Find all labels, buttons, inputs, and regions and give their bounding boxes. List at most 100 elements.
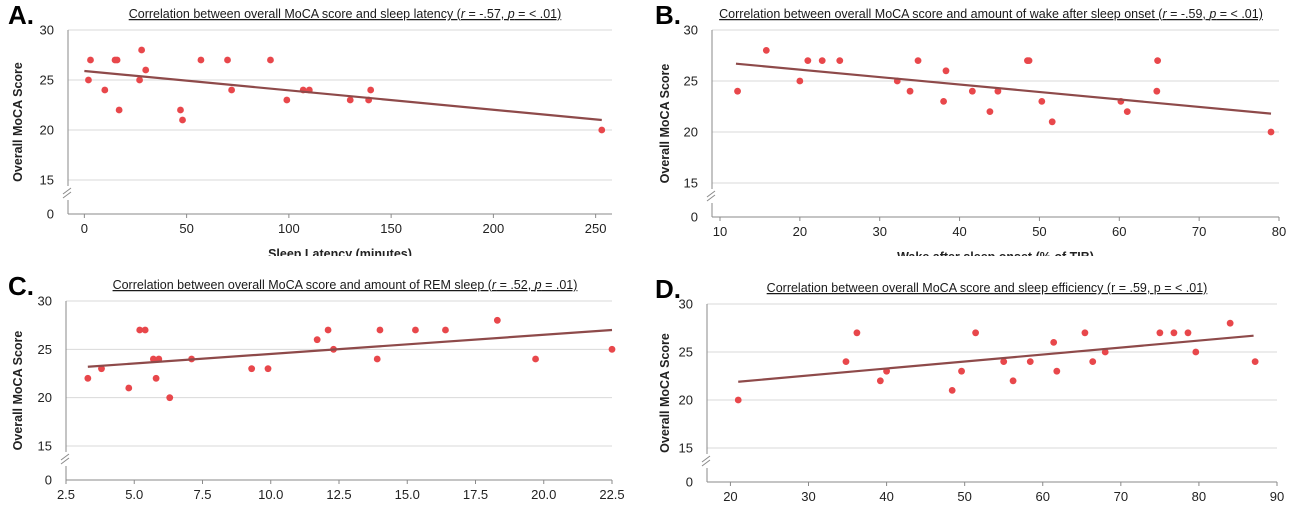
x-tick-label: 40 (952, 224, 966, 239)
x-tick-label: 60 (1036, 489, 1050, 504)
data-point (942, 67, 950, 75)
data-point (1154, 57, 1162, 64)
y-tick-label: 20 (679, 393, 693, 408)
y-tick-label: 30 (679, 297, 693, 312)
data-point (376, 326, 384, 334)
panel-c: C. Correlation between overall MoCA score… (0, 256, 647, 512)
data-point (141, 326, 149, 334)
axis-break (62, 187, 72, 199)
data-point (264, 365, 272, 373)
x-tick-label: 0 (81, 221, 88, 236)
chart-title: Correlation between overall MoCA score a… (767, 281, 1208, 295)
panel-a: A. Correlation between overall MoCA score… (0, 0, 647, 256)
trend-line (87, 328, 613, 368)
y-tick-label: 15 (684, 176, 698, 191)
data-point (442, 326, 449, 334)
y-tick-label: 0 (686, 475, 693, 490)
data-point (1170, 329, 1178, 337)
data-point (734, 396, 742, 404)
data-point (1123, 108, 1131, 115)
chart-title: Correlation between overall MoCA score a… (113, 278, 578, 292)
data-point (493, 316, 501, 324)
y-tick-label: 25 (679, 345, 693, 360)
y-tick-label: 15 (40, 173, 54, 188)
x-tick-label: 80 (1192, 489, 1206, 504)
data-point (177, 106, 184, 114)
x-tick-label: 22.5 (599, 487, 624, 502)
y-tick-label: 0 (47, 207, 54, 222)
data-point (1156, 329, 1164, 337)
data-point (1251, 358, 1259, 365)
panel-b: B. Correlation between overall MoCA score… (647, 0, 1294, 256)
y-tick-label: 0 (691, 210, 698, 225)
data-point (138, 46, 146, 54)
x-tick-label: 20 (723, 489, 737, 504)
panel-letter: B. (655, 0, 681, 30)
y-axis-label: Overall MoCA Score (11, 331, 25, 451)
data-point (84, 374, 92, 382)
chart-a: A. Correlation between overall MoCA score… (8, 0, 612, 256)
data-point (125, 384, 133, 392)
x-tick-label: 250 (585, 221, 607, 236)
data-point (1081, 329, 1089, 337)
y-tick-label: 25 (684, 74, 698, 89)
x-tick-label: 15.0 (395, 487, 420, 502)
data-point (248, 365, 256, 373)
y-tick-label: 30 (38, 294, 52, 309)
data-point (136, 76, 143, 84)
data-point (1050, 339, 1058, 346)
data-point (1053, 367, 1061, 375)
data-point (101, 86, 109, 94)
data-point (1192, 348, 1200, 356)
x-tick-label: 5.0 (125, 487, 143, 502)
data-point (958, 367, 965, 375)
data-point (906, 87, 914, 95)
y-tick-label: 0 (45, 473, 52, 488)
y-tick-label: 20 (40, 123, 54, 138)
data-point (1153, 87, 1161, 95)
x-tick-label: 30 (801, 489, 815, 504)
x-tick-label: 150 (380, 221, 402, 236)
y-tick-label: 30 (684, 23, 698, 38)
data-point (179, 116, 186, 124)
data-point (1089, 358, 1097, 365)
x-tick-label: 40 (879, 489, 893, 504)
data-point (842, 358, 850, 365)
x-tick-label: 12.5 (326, 487, 351, 502)
data-point (598, 126, 606, 134)
data-point (940, 98, 947, 105)
data-point (166, 394, 174, 402)
data-point (876, 377, 884, 385)
data-point (283, 96, 291, 104)
y-axis-label: Overall MoCA Score (658, 333, 672, 453)
data-point (836, 57, 844, 64)
panel-letter: C. (8, 271, 34, 301)
x-tick-label: 100 (278, 221, 300, 236)
data-point (1267, 128, 1275, 136)
data-point (796, 77, 804, 85)
data-point (1000, 358, 1008, 365)
panel-letter: D. (655, 274, 681, 304)
chart-title: Correlation between overall MoCA score a… (719, 7, 1263, 21)
x-axis-label: Sleep Latency (minutes) (268, 247, 412, 256)
y-axis-label: Overall MoCA Score (11, 62, 25, 182)
x-tick-label: 30 (872, 224, 886, 239)
data-point (972, 329, 980, 337)
data-point (113, 56, 121, 64)
y-tick-label: 20 (684, 125, 698, 140)
data-point (152, 374, 160, 382)
data-point (149, 355, 157, 363)
data-point (734, 87, 741, 95)
data-point (115, 106, 123, 114)
data-point (1026, 358, 1034, 365)
panel-d: D. Correlation between overall MoCA score… (647, 256, 1294, 512)
y-tick-label: 30 (40, 23, 54, 38)
x-tick-label: 70 (1192, 224, 1206, 239)
data-point (85, 76, 92, 84)
trend-line (738, 334, 1254, 383)
data-point (1226, 319, 1234, 327)
data-point (986, 108, 994, 115)
data-point (1101, 348, 1109, 356)
data-point (228, 86, 236, 94)
x-tick-label: 50 (1032, 224, 1046, 239)
